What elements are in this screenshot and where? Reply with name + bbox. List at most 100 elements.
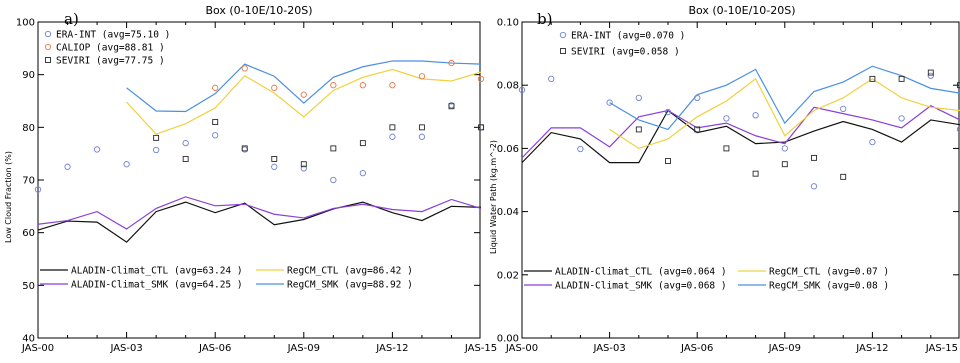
series-line-regcm-smk bbox=[126, 60, 482, 113]
point-seviri bbox=[811, 154, 817, 161]
series-line-aladin-climat-smk bbox=[37, 196, 482, 230]
point-era-int bbox=[34, 186, 42, 193]
panel-a-title: Box (0-10E/10-20S) bbox=[205, 4, 312, 17]
point-era-int bbox=[869, 138, 876, 146]
panel-a-letter: a) bbox=[64, 10, 79, 28]
point-era-int bbox=[330, 176, 337, 184]
legend-label-aladin-climat-smk: ALADIN-Climat_SMK (avg=64.25 ) bbox=[71, 280, 243, 291]
point-era-int bbox=[418, 133, 426, 140]
point-caliop bbox=[212, 84, 219, 91]
legend-label-seviri: SEVIRI (avg=0.058 ) bbox=[571, 47, 680, 58]
point-seviri bbox=[957, 82, 960, 89]
point-seviri bbox=[635, 126, 642, 133]
panel-a: a) Box (0-10E/10-20S) Low Cloud Fraction… bbox=[4, 4, 497, 354]
legend-label-caliop: CALIOP (avg=88.81 ) bbox=[56, 43, 165, 54]
point-caliop bbox=[389, 82, 396, 89]
point-era-int bbox=[212, 132, 219, 139]
legend-marker-era-int bbox=[44, 30, 52, 38]
point-seviri bbox=[300, 161, 307, 168]
y-tick-label: 80 bbox=[22, 123, 35, 134]
x-tick-label: JAS-09 bbox=[768, 343, 801, 354]
point-seviri bbox=[271, 155, 278, 162]
y-tick-label: 0.08 bbox=[497, 81, 519, 92]
point-seviri bbox=[723, 145, 730, 152]
legend-marker-seviri bbox=[45, 57, 51, 63]
x-tick-label: JAS-06 bbox=[198, 343, 231, 354]
legend-label-era-int: ERA-INT (avg=75.10 ) bbox=[56, 30, 170, 41]
point-caliop bbox=[418, 73, 426, 80]
point-seviri bbox=[448, 103, 455, 110]
point-caliop bbox=[241, 65, 248, 72]
panel-a-y-axis-label: Low Cloud Fraction (%) bbox=[4, 151, 13, 243]
y-tick-label: 0.02 bbox=[497, 270, 519, 281]
point-seviri bbox=[898, 75, 905, 82]
point-seviri bbox=[927, 69, 934, 76]
point-era-int bbox=[123, 161, 130, 168]
point-seviri bbox=[389, 124, 396, 131]
point-seviri bbox=[330, 145, 337, 152]
y-tick-label: 40 bbox=[22, 334, 35, 345]
point-era-int bbox=[152, 146, 160, 154]
point-caliop bbox=[359, 82, 367, 89]
legend-label-aladin-climat-smk: ALADIN-Climat_SMK (avg=0.068 ) bbox=[555, 281, 727, 292]
point-seviri bbox=[665, 158, 671, 164]
point-caliop bbox=[448, 59, 455, 67]
y-tick-label: 0.06 bbox=[497, 144, 519, 155]
point-seviri bbox=[694, 126, 701, 133]
legend-label-era-int: ERA-INT (avg=0.070 ) bbox=[571, 31, 685, 42]
point-caliop bbox=[330, 82, 337, 89]
point-era-int bbox=[577, 145, 584, 153]
x-tick-label: JAS-06 bbox=[680, 343, 713, 354]
y-tick-label: 90 bbox=[22, 70, 35, 81]
point-seviri bbox=[241, 145, 248, 152]
legend-label-regcm-smk: RegCM_SMK (avg=88.92 ) bbox=[287, 280, 413, 291]
point-era-int bbox=[635, 94, 642, 101]
panel-b-title: Box (0-10E/10-20S) bbox=[688, 4, 795, 17]
legend-label-regcm-ctl: RegCM_CTL (avg=86.42 ) bbox=[287, 266, 413, 277]
plot-frame bbox=[521, 21, 960, 339]
point-era-int bbox=[271, 163, 278, 170]
point-seviri bbox=[153, 134, 160, 141]
point-era-int bbox=[64, 163, 71, 170]
y-tick-label: 100 bbox=[16, 18, 35, 29]
x-tick-label: JAS-00 bbox=[21, 343, 54, 354]
series-line-aladin-climat-ctl bbox=[521, 109, 960, 164]
point-seviri bbox=[359, 140, 366, 147]
legend-label-regcm-ctl: RegCM_CTL (avg=0.07 ) bbox=[769, 267, 889, 278]
point-era-int bbox=[359, 170, 367, 177]
y-tick-label: 70 bbox=[22, 176, 35, 187]
x-tick-label: JAS-15 bbox=[464, 343, 497, 354]
point-seviri bbox=[752, 170, 759, 177]
y-tick-label: 50 bbox=[22, 281, 35, 292]
legend-label-aladin-climat-ctl: ALADIN-Climat_CTL (avg=0.064 ) bbox=[555, 267, 727, 278]
x-tick-label: JAS-03 bbox=[592, 343, 625, 354]
legend-marker-era-int bbox=[559, 31, 567, 39]
series-line-regcm-smk bbox=[609, 65, 960, 131]
point-era-int bbox=[752, 112, 759, 119]
point-era-int bbox=[300, 165, 307, 172]
point-era-int bbox=[664, 108, 672, 116]
legend-marker-caliop bbox=[44, 43, 52, 51]
point-era-int bbox=[927, 72, 934, 79]
point-seviri bbox=[212, 119, 219, 126]
x-tick-label: JAS-15 bbox=[925, 343, 958, 354]
x-tick-label: JAS-09 bbox=[287, 343, 320, 354]
point-caliop bbox=[477, 75, 485, 83]
y-tick-label: 0.00 bbox=[497, 334, 519, 345]
series-line-aladin-climat-ctl bbox=[37, 201, 482, 243]
x-tick-label: JAS-00 bbox=[505, 343, 538, 354]
y-tick-label: 0.04 bbox=[497, 207, 519, 218]
y-tick-label: 60 bbox=[22, 228, 35, 239]
point-seviri bbox=[478, 124, 484, 131]
point-caliop bbox=[300, 91, 307, 98]
legend-label-aladin-climat-ctl: ALADIN-Climat_CTL (avg=63.24 ) bbox=[71, 266, 243, 277]
point-era-int bbox=[810, 183, 818, 190]
point-seviri bbox=[781, 161, 788, 168]
x-tick-label: JAS-12 bbox=[855, 343, 888, 354]
point-seviri bbox=[840, 173, 847, 180]
point-era-int bbox=[781, 145, 788, 152]
legend-label-seviri: SEVIRI (avg=77.75 ) bbox=[56, 56, 165, 67]
panel-b: b) Box (0-10E/10-20S) Liquid Water Path … bbox=[489, 4, 960, 354]
point-era-int bbox=[723, 115, 730, 122]
point-seviri bbox=[418, 124, 425, 131]
